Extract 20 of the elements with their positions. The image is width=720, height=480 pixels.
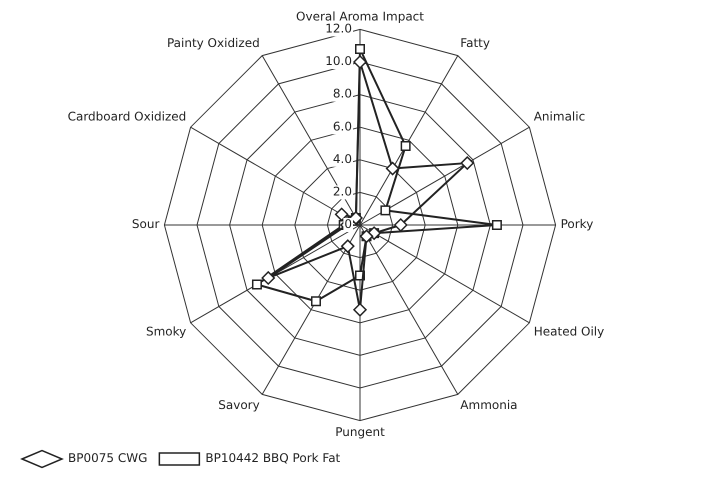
legend-label: BP0075 CWG [68, 451, 148, 466]
legend-label: BP10442 BBQ Pork Fat [205, 451, 341, 466]
y-tick-label: 6.0 [332, 119, 352, 134]
spoke-label: Overal Aroma Impact [296, 9, 424, 24]
y-tick-label: 2.0 [332, 184, 352, 199]
spoke-label: Cardboard Oxidized [68, 110, 186, 124]
spoke-label: Heated Oily [534, 324, 604, 339]
y-tick-label: 12.0 [325, 22, 352, 36]
y-tick-label: 10.0 [325, 54, 352, 68]
spoke-label: Animalic [534, 110, 586, 124]
spoke-label: Pungent [335, 424, 386, 439]
spoke-label: Savory [218, 398, 260, 412]
spoke-label: Sour [132, 217, 160, 232]
spoke-label: Smoky [146, 324, 186, 339]
spoke-label: Ammonia [460, 398, 518, 412]
y-tick-label: 8.0 [332, 86, 352, 101]
spoke-label: Painty Oxidized [166, 36, 260, 50]
spoke-label: Porky [560, 217, 594, 232]
y-tick-label: 4.0 [332, 152, 352, 166]
spoke-label: Fatty [460, 36, 490, 50]
